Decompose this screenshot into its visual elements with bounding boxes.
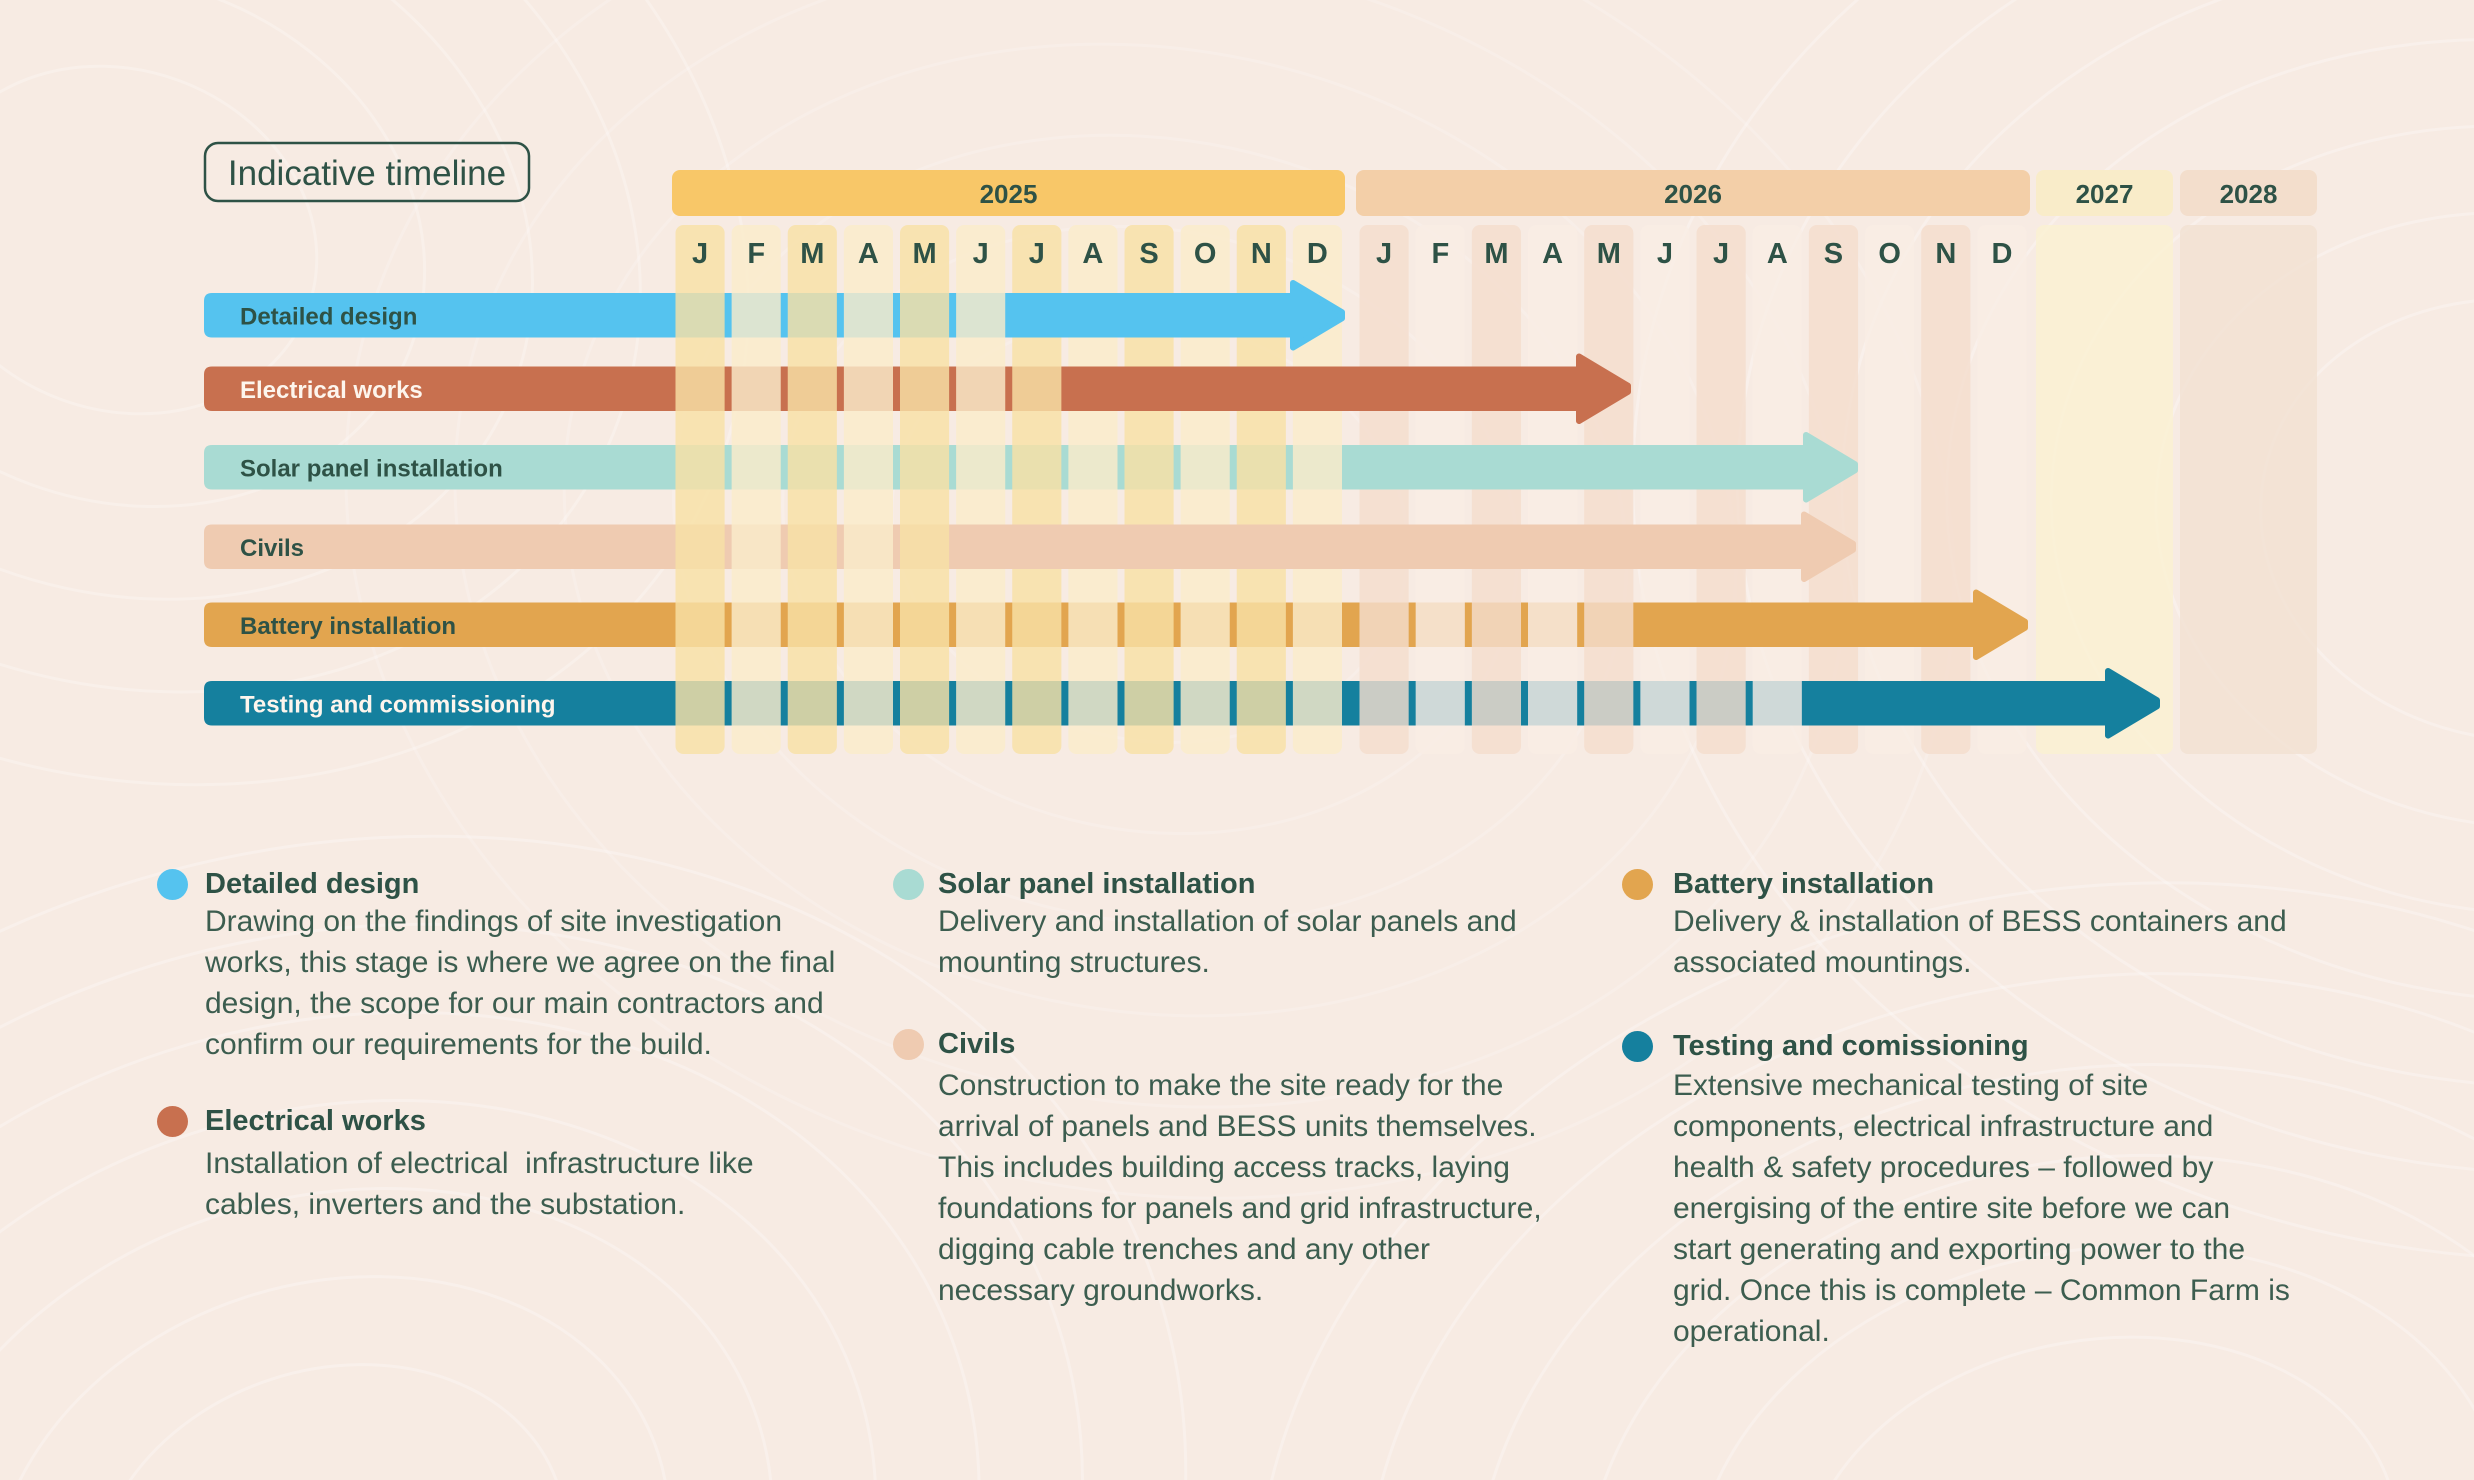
svg-text:A: A bbox=[1082, 238, 1103, 270]
svg-text:A: A bbox=[858, 238, 879, 270]
svg-text:J: J bbox=[1657, 238, 1673, 270]
svg-text:2028: 2028 bbox=[2220, 179, 2278, 209]
svg-text:M: M bbox=[1597, 238, 1621, 270]
svg-text:J: J bbox=[1029, 238, 1045, 270]
svg-text:J: J bbox=[973, 238, 989, 270]
svg-text:2026: 2026 bbox=[1664, 179, 1722, 209]
svg-text:M: M bbox=[800, 238, 824, 270]
svg-text:J: J bbox=[692, 238, 708, 270]
svg-text:J: J bbox=[1713, 238, 1729, 270]
svg-text:O: O bbox=[1194, 238, 1217, 270]
svg-text:M: M bbox=[913, 238, 937, 270]
svg-text:2025: 2025 bbox=[980, 179, 1038, 209]
svg-text:Civils: Civils bbox=[240, 535, 304, 562]
svg-text:Indicative timeline: Indicative timeline bbox=[228, 154, 506, 193]
svg-text:N: N bbox=[1935, 238, 1956, 270]
svg-text:Testing and commissioning: Testing and commissioning bbox=[240, 691, 556, 718]
svg-text:D: D bbox=[1307, 238, 1328, 270]
svg-text:O: O bbox=[1878, 238, 1901, 270]
svg-text:A: A bbox=[1542, 238, 1563, 270]
svg-text:Electrical works: Electrical works bbox=[240, 377, 423, 404]
svg-text:J: J bbox=[1376, 238, 1392, 270]
svg-text:N: N bbox=[1251, 238, 1272, 270]
svg-text:Detailed design: Detailed design bbox=[240, 303, 417, 330]
svg-text:F: F bbox=[747, 238, 765, 270]
svg-text:S: S bbox=[1824, 238, 1843, 270]
svg-text:D: D bbox=[1992, 238, 2013, 270]
svg-text:Battery installation: Battery installation bbox=[240, 613, 456, 640]
svg-text:A: A bbox=[1767, 238, 1788, 270]
svg-text:F: F bbox=[1431, 238, 1449, 270]
svg-text:2027: 2027 bbox=[2076, 179, 2134, 209]
svg-text:M: M bbox=[1484, 238, 1508, 270]
svg-text:Solar panel installation: Solar panel installation bbox=[240, 455, 503, 482]
svg-text:S: S bbox=[1139, 238, 1158, 270]
